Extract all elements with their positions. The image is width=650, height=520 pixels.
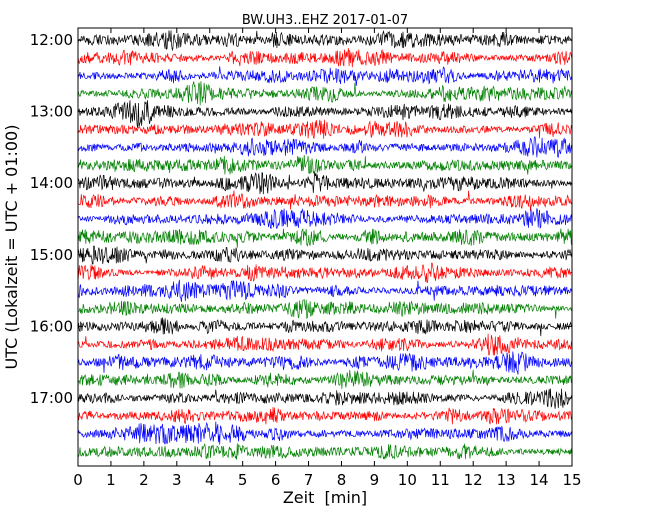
trace-12 [77,245,573,265]
chart-title: BW.UH3..EHZ 2017-01-07 [242,13,408,28]
trace-6 [77,136,573,159]
x-tick-label: 0 [73,471,83,489]
x-tick-label: 3 [172,471,182,489]
x-tick-label: 5 [238,471,248,489]
x-tick-label: 10 [398,471,417,489]
trace-5 [77,119,573,139]
trace-10 [77,208,573,230]
y-tick-label: 16:00 [30,317,73,335]
trace-9 [77,190,573,212]
x-tick-label: 11 [431,471,450,489]
y-axis: 12:00 13:00 14:00 15:00 16:00 17:00 [30,31,572,407]
x-tick-label: 14 [530,471,549,489]
x-tick-label: 9 [370,471,380,489]
trace-0 [77,29,573,52]
trace-20 [77,388,573,409]
x-tick-label: 12 [464,471,483,489]
trace-18 [77,351,573,375]
x-axis-label: Zeit [min] [283,488,367,507]
trace-2 [77,66,573,87]
trace-13 [77,262,573,283]
trace-17 [77,333,573,356]
trace-11 [77,228,572,248]
seismic-traces [77,29,573,460]
x-tick-label: 8 [337,471,347,489]
x-tick-label: 13 [497,471,516,489]
trace-4 [77,100,573,129]
x-tick-label: 4 [205,471,215,489]
y-tick-label: 17:00 [30,389,73,407]
trace-19 [77,369,573,389]
x-axis: 0 1 2 3 4 5 6 7 8 9 10 11 12 13 14 15 [73,28,582,489]
trace-1 [77,48,573,68]
plot-frame [77,27,573,467]
x-tick-label: 15 [562,471,581,489]
trace-8 [77,172,573,195]
y-tick-label: 12:00 [30,31,73,49]
x-tick-label: 1 [106,471,116,489]
trace-21 [77,407,573,425]
y-tick-label: 13:00 [30,103,73,121]
x-tick-label: 7 [304,471,314,489]
trace-22 [77,421,573,445]
trace-16 [77,317,573,337]
y-tick-label: 14:00 [30,174,73,192]
y-axis-label: UTC (Lokalzeit = UTC + 01:00) [2,125,21,370]
trace-7 [77,154,573,175]
trace-3 [77,81,573,106]
x-tick-label: 6 [271,471,281,489]
x-tick-label: 2 [139,471,149,489]
y-tick-label: 15:00 [30,246,73,264]
trace-15 [77,299,573,320]
trace-14 [77,279,573,303]
trace-23 [77,442,573,460]
